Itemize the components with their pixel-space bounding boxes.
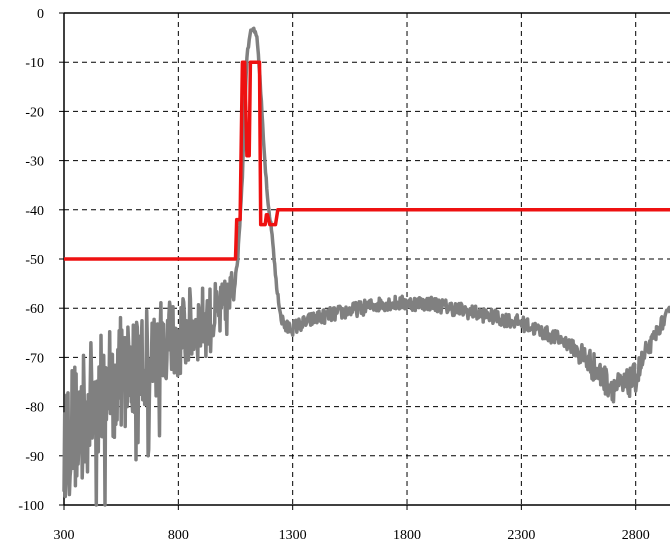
y-tick-label: -90	[25, 450, 44, 465]
x-tick-label: 300	[54, 528, 75, 543]
y-tick-label: -100	[18, 499, 44, 514]
y-tick-label: -80	[25, 401, 44, 416]
spectrum-series-line	[62, 26, 670, 507]
axes	[59, 12, 670, 510]
y-tick-label: -20	[25, 105, 44, 120]
x-tick-label: 1800	[393, 528, 421, 543]
tick-labels: 0 -10 -20 -30 -40 -50 -60 -70 -80 -90 -100 300 800 13…	[18, 7, 649, 543]
x-tick-label: 2800	[622, 528, 650, 543]
x-tick-label: 800	[168, 528, 189, 543]
y-tick-label: -60	[25, 302, 44, 317]
y-tick-label: -70	[25, 351, 44, 366]
y-tick-label: 0	[37, 7, 44, 22]
y-tick-label: -10	[25, 56, 44, 71]
mask-series-line	[64, 60, 670, 261]
x-tick-label: 2300	[507, 528, 535, 543]
y-tick-label: -40	[25, 204, 44, 219]
y-tick-label: -50	[25, 253, 44, 268]
x-tick-label: 1300	[279, 528, 307, 543]
y-tick-label: -30	[25, 155, 44, 170]
series-layer	[62, 26, 670, 507]
